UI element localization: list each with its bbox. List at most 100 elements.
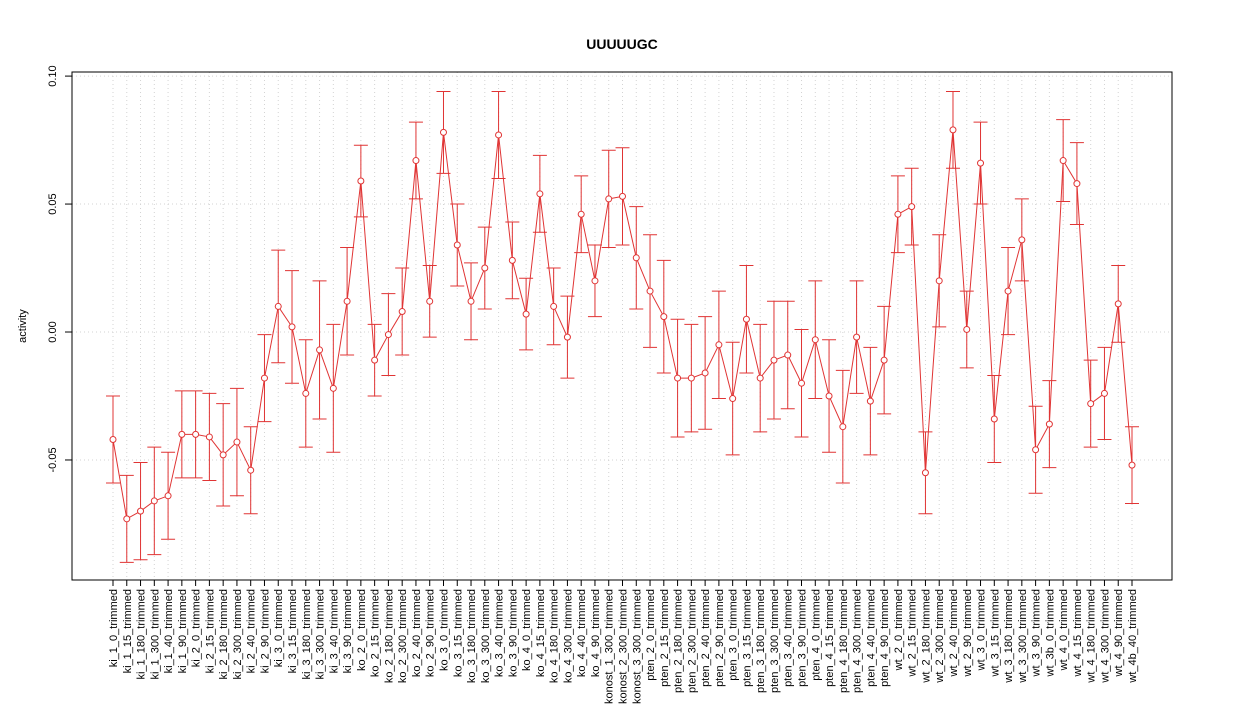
data-point [853,333,861,341]
data-point [921,469,929,477]
x-tick-label: ko_4_40_trimmed [576,589,588,677]
data-point [1114,300,1122,308]
x-tick-label: ki_3_15_trimmed [287,589,299,673]
data-point [398,308,406,316]
data-point [329,384,337,392]
x-tick-label: ko_3_15_trimmed [452,589,464,677]
x-tick-label: konost_3_300_trimmed [631,589,643,704]
x-tick-label: ki_2_40_trimmed [246,589,258,673]
data-point [522,310,530,318]
x-tick-label: wt_4_300_trimmed [1099,589,1111,684]
x-tick-label: pten_2_15_trimmed [659,589,671,687]
x-tick-label: pten_2_180_trimmed [673,589,685,693]
data-point [742,315,750,323]
data-point [495,131,503,139]
x-tick-label: pten_3_90_trimmed [797,589,809,687]
x-tick-label: ki_3_180_trimmed [301,589,313,680]
data-point [109,436,117,444]
x-tick-label: ko_4_300_trimmed [562,589,574,683]
data-point [274,302,282,310]
data-point [660,313,668,321]
data-point [357,177,365,185]
data-point [137,507,145,515]
data-point [192,430,200,438]
x-tick-label: pten_2_0_trimmed [645,589,657,681]
data-point [770,356,778,364]
x-tick-label: wt_2_180_trimmed [920,589,932,684]
data-point [247,466,255,474]
data-point [371,356,379,364]
x-tick-label: ki_2_180_trimmed [218,589,230,680]
y-tick-label: 0.10 [47,65,59,86]
x-tick-label: wt_4b_40_trimmed [1127,589,1139,684]
x-tick-label: wt_3_0_trimmed [976,589,988,671]
data-point [605,195,613,203]
x-tick-label: wt_2_15_trimmed [907,589,919,677]
data-point [1087,400,1095,408]
x-tick-label: ko_4_180_trimmed [549,589,561,683]
x-tick-label: ki_1_180_trimmed [136,589,148,680]
x-tick-label: pten_2_90_trimmed [714,589,726,687]
x-tick-label: wt_3b_0_trimmed [1044,589,1056,677]
data-point [508,256,516,264]
data-point [550,302,558,310]
data-point [866,397,874,405]
x-tick-label: ko_2_40_trimmed [411,589,423,677]
data-point [784,351,792,359]
x-tick-label: wt_4_90_trimmed [1113,589,1125,677]
x-tick-label: ko_4_90_trimmed [590,589,602,677]
x-tick-label: pten_4_40_trimmed [865,589,877,687]
data-point [756,374,764,382]
x-tick-label: wt_4_15_trimmed [1072,589,1084,677]
data-point [894,210,902,218]
data-point [632,254,640,262]
data-point [412,157,420,165]
data-point [646,287,654,295]
y-tick-label: 0.05 [47,193,59,214]
x-tick-label: ki_2_0_trimmed [191,589,203,667]
x-tick-label: ki_3_300_trimmed [315,589,327,680]
x-tick-label: ki_1_40_trimmed [163,589,175,673]
x-tick-label: ko_2_180_trimmed [383,589,395,683]
y-tick-label: -0.05 [47,447,59,472]
x-tick-label: ki_1_0_trimmed [108,589,120,667]
x-tick-label: wt_3_180_trimmed [1003,589,1015,684]
data-point [977,159,985,167]
data-point [1100,389,1108,397]
data-point [288,323,296,331]
x-tick-label: ko_3_0_trimmed [438,589,450,671]
x-tick-label: ki_1_90_trimmed [177,589,189,673]
data-point [729,395,737,403]
data-point [343,297,351,305]
data-point [1128,461,1136,469]
x-tick-label: ko_3_300_trimmed [480,589,492,683]
data-point [467,297,475,305]
data-point [908,203,916,211]
x-tick-label: pten_4_180_trimmed [838,589,850,693]
data-point [990,415,998,423]
data-point [150,497,158,505]
x-tick-label: wt_4_0_trimmed [1058,589,1070,671]
data-point [591,277,599,285]
data-point [1045,420,1053,428]
y-axis-label: activity [17,309,29,343]
x-tick-label: pten_3_15_trimmed [741,589,753,687]
x-tick-label: konost_2_300_trimmed [618,589,630,704]
x-tick-label: wt_2_90_trimmed [962,589,974,677]
x-tick-label: pten_2_40_trimmed [700,589,712,687]
data-point [1018,236,1026,244]
data-point [674,374,682,382]
data-point [233,438,241,446]
x-tick-label: pten_2_300_trimmed [686,589,698,693]
data-point [1032,446,1040,454]
x-tick-label: ki_3_0_trimmed [273,589,285,667]
x-tick-label: wt_3_90_trimmed [1031,589,1043,677]
data-point [839,423,847,431]
x-tick-label: ki_1_300_trimmed [149,589,161,680]
x-tick-label: wt_4_180_trimmed [1086,589,1098,684]
data-point [715,341,723,349]
data-point [811,336,819,344]
data-point [260,374,268,382]
data-point [316,346,324,354]
